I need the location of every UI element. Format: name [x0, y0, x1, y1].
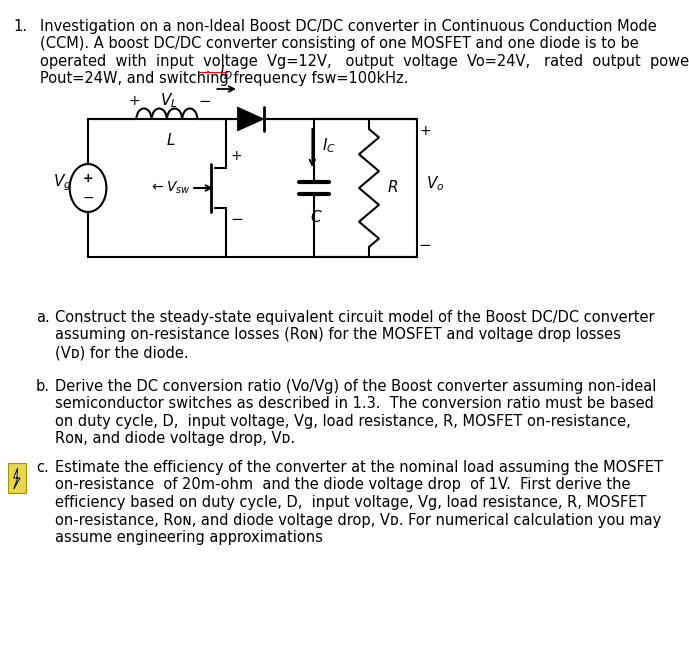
Text: b.: b. [36, 379, 50, 394]
Text: R: R [387, 181, 398, 195]
Text: +: + [419, 124, 431, 138]
Text: $V_L$: $V_L$ [161, 91, 178, 110]
Text: +: + [83, 171, 93, 185]
Text: L: L [167, 133, 175, 148]
Text: Estimate the efficiency of the converter at the nominal load assuming the MOSFET: Estimate the efficiency of the converter… [55, 460, 663, 475]
Text: +: + [129, 94, 141, 108]
Text: Pout=24W, and switching frequency fsw=100kHz.: Pout=24W, and switching frequency fsw=10… [40, 71, 408, 87]
Text: $I_D$: $I_D$ [218, 63, 233, 82]
Text: $V_o$: $V_o$ [426, 175, 445, 193]
Text: (Vᴅ) for the diode.: (Vᴅ) for the diode. [55, 345, 189, 360]
Polygon shape [14, 468, 20, 489]
Text: Rᴏɴ, and diode voltage drop, Vᴅ.: Rᴏɴ, and diode voltage drop, Vᴅ. [55, 432, 296, 446]
Text: a.: a. [36, 310, 50, 325]
Text: $I_C$: $I_C$ [322, 137, 336, 155]
Text: −: − [82, 191, 94, 205]
Text: on-resistance  of 20m-ohm  and the diode voltage drop  of 1V.  First derive the: on-resistance of 20m-ohm and the diode v… [55, 478, 630, 492]
Text: +: + [231, 149, 243, 163]
Text: (CCM). A boost DC/DC converter consisting of one MOSFET and one diode is to be: (CCM). A boost DC/DC converter consistin… [40, 37, 639, 51]
Text: $V_g$: $V_g$ [53, 173, 72, 193]
Text: on-resistance, Rᴏɴ, and diode voltage drop, Vᴅ. For numerical calculation you ma: on-resistance, Rᴏɴ, and diode voltage dr… [55, 512, 661, 528]
Text: 1.: 1. [14, 19, 28, 34]
Text: efficiency based on duty cycle, D,  input voltage, Vg, load resistance, R, MOSFE: efficiency based on duty cycle, D, input… [55, 495, 646, 510]
Polygon shape [237, 107, 264, 131]
Text: Construct the steady-state equivalent circuit model of the Boost DC/DC converter: Construct the steady-state equivalent ci… [55, 310, 655, 325]
Text: C: C [310, 210, 320, 225]
FancyBboxPatch shape [8, 463, 26, 493]
Text: operated  with  input  voltage  Vg=12V,   output  voltage  Vo=24V,   rated  outp: operated with input voltage Vg=12V, outp… [40, 54, 689, 69]
Text: semiconductor switches as described in 1.3.  The conversion ratio must be based: semiconductor switches as described in 1… [55, 396, 654, 412]
Text: −: − [418, 237, 431, 253]
Text: c.: c. [36, 460, 49, 475]
Text: −: − [230, 213, 243, 227]
Text: assume engineering approximations: assume engineering approximations [55, 530, 323, 545]
Text: −: − [199, 93, 212, 109]
Text: Derive the DC conversion ratio (Vo/Vg) of the Boost converter assuming non-ideal: Derive the DC conversion ratio (Vo/Vg) o… [55, 379, 657, 394]
Text: assuming on-resistance losses (Rᴏɴ) for the MOSFET and voltage drop losses: assuming on-resistance losses (Rᴏɴ) for … [55, 327, 621, 342]
Text: Investigation on a non-Ideal Boost DC/DC converter in Continuous Conduction Mode: Investigation on a non-Ideal Boost DC/DC… [40, 19, 657, 34]
Text: on duty cycle, D,  input voltage, Vg, load resistance, R, MOSFET on-resistance,: on duty cycle, D, input voltage, Vg, loa… [55, 414, 631, 429]
Text: $\leftarrow V_{sw}$: $\leftarrow V_{sw}$ [149, 180, 191, 196]
